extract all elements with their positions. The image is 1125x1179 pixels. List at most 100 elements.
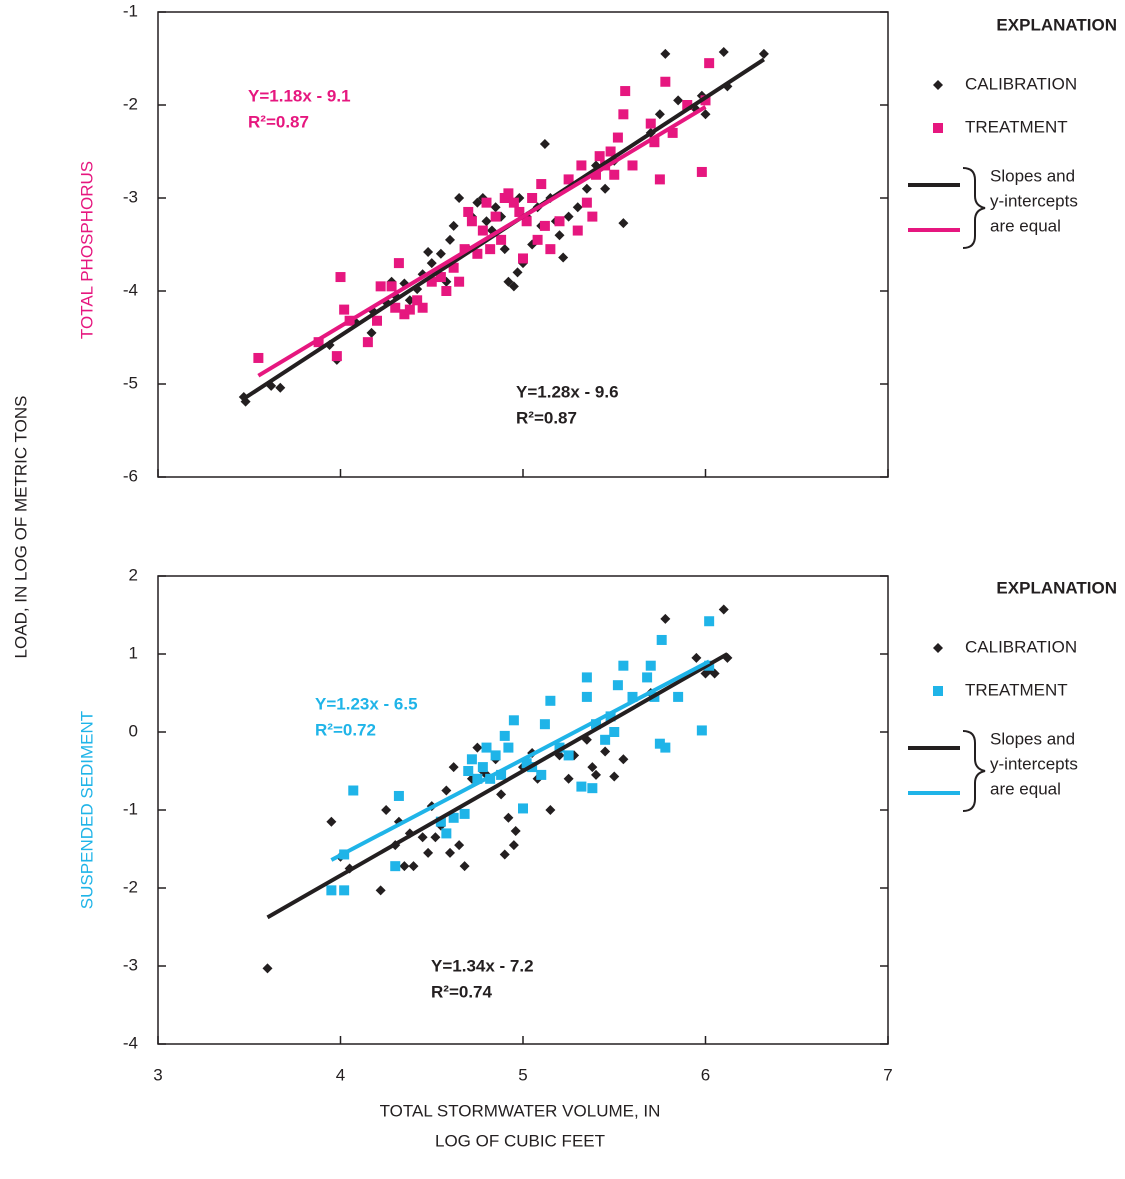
point bbox=[514, 206, 525, 217]
fit-equation: R²=0.87 bbox=[516, 408, 577, 427]
point bbox=[472, 742, 483, 753]
point bbox=[454, 193, 465, 203]
point bbox=[645, 118, 656, 129]
point bbox=[423, 847, 434, 858]
point bbox=[481, 197, 492, 208]
point bbox=[481, 216, 492, 227]
point bbox=[508, 197, 519, 208]
point bbox=[618, 660, 629, 671]
point bbox=[412, 295, 423, 306]
point bbox=[576, 160, 587, 171]
point bbox=[618, 109, 629, 120]
point bbox=[496, 234, 507, 245]
legend-title: EXPLANATION bbox=[996, 15, 1117, 34]
legend-title: EXPLANATION bbox=[996, 578, 1117, 597]
y-tick-label: -5 bbox=[123, 373, 138, 392]
point bbox=[563, 773, 574, 784]
point bbox=[490, 750, 501, 761]
point bbox=[581, 672, 592, 683]
point bbox=[704, 616, 715, 627]
point bbox=[600, 734, 611, 745]
point bbox=[673, 691, 684, 702]
point bbox=[696, 725, 707, 736]
point bbox=[496, 789, 507, 800]
fit-equation: R²=0.72 bbox=[315, 720, 376, 739]
y-tick-label: -6 bbox=[123, 466, 138, 485]
point bbox=[454, 276, 465, 287]
y-tick-label: -1 bbox=[123, 1, 138, 20]
point bbox=[600, 746, 611, 757]
point bbox=[499, 244, 510, 255]
y-tick-label: -3 bbox=[123, 955, 138, 974]
point bbox=[660, 742, 671, 753]
point bbox=[605, 146, 616, 157]
point bbox=[718, 604, 729, 615]
point bbox=[554, 216, 565, 227]
point bbox=[660, 48, 671, 59]
point bbox=[454, 840, 465, 851]
plot-frame bbox=[157, 11, 889, 478]
point bbox=[426, 258, 437, 269]
point bbox=[545, 695, 556, 706]
y-axis-label: TOTAL PHOSPHORUS bbox=[77, 161, 96, 339]
legend-brace bbox=[962, 730, 986, 812]
point bbox=[933, 80, 943, 90]
point bbox=[490, 202, 501, 213]
point bbox=[696, 166, 707, 177]
legend-note: y-intercepts bbox=[990, 191, 1078, 210]
point bbox=[490, 211, 501, 222]
point bbox=[463, 766, 474, 776]
point bbox=[508, 715, 519, 726]
point bbox=[660, 613, 671, 624]
legend-label: TREATMENT bbox=[965, 117, 1068, 136]
point bbox=[477, 762, 488, 773]
point bbox=[609, 727, 620, 737]
point bbox=[375, 885, 386, 896]
y-tick-label: -3 bbox=[123, 187, 138, 206]
point bbox=[459, 244, 470, 255]
y-tick-label: 0 bbox=[129, 721, 138, 740]
point bbox=[441, 785, 452, 796]
point bbox=[375, 281, 386, 292]
point bbox=[591, 719, 601, 730]
point bbox=[390, 302, 401, 313]
point bbox=[554, 742, 565, 753]
point bbox=[654, 174, 665, 185]
point bbox=[459, 861, 470, 872]
point bbox=[399, 861, 410, 872]
point bbox=[758, 48, 769, 59]
point bbox=[503, 188, 514, 199]
point bbox=[466, 216, 477, 227]
point bbox=[366, 327, 377, 338]
fit-equation: Y=1.28x - 9.6 bbox=[516, 382, 619, 401]
point bbox=[539, 220, 550, 231]
point bbox=[609, 771, 620, 782]
point bbox=[581, 183, 592, 194]
point bbox=[627, 160, 638, 171]
point bbox=[576, 781, 587, 792]
x-axis-title: LOG OF CUBIC FEET bbox=[435, 1131, 605, 1150]
point bbox=[435, 816, 446, 827]
point bbox=[609, 169, 620, 180]
point bbox=[605, 711, 616, 722]
point bbox=[521, 758, 532, 769]
point bbox=[518, 253, 528, 264]
point bbox=[545, 244, 556, 255]
point bbox=[408, 861, 419, 872]
y-tick-label: -2 bbox=[123, 94, 138, 113]
point bbox=[417, 302, 428, 313]
legend-note: Slopes and bbox=[990, 729, 1075, 748]
point bbox=[558, 252, 569, 263]
y-tick-label: -1 bbox=[123, 799, 138, 818]
point bbox=[445, 234, 455, 245]
point bbox=[563, 174, 574, 185]
legend-note: y-intercepts bbox=[990, 754, 1078, 773]
point bbox=[563, 211, 574, 222]
point bbox=[649, 137, 660, 148]
point bbox=[326, 885, 337, 896]
point bbox=[545, 805, 556, 815]
point bbox=[339, 304, 350, 315]
x-tick-label: 6 bbox=[701, 1065, 710, 1084]
y-axis-label: SUSPENDED SEDIMENT bbox=[77, 711, 96, 909]
